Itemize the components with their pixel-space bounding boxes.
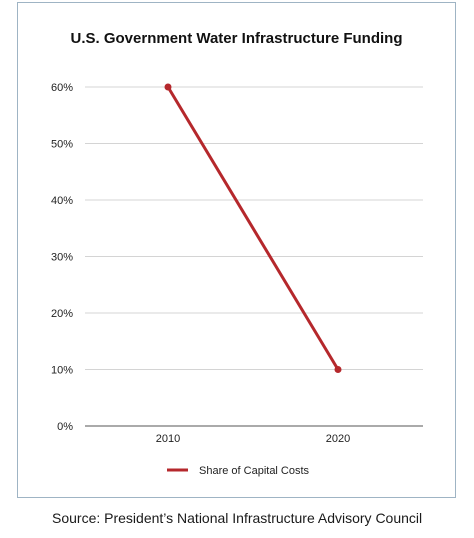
- y-tick-label: 40%: [51, 195, 73, 207]
- source-note: Source: President’s National Infrastruct…: [52, 510, 423, 526]
- y-tick-label: 20%: [51, 308, 73, 320]
- y-tick-label: 50%: [51, 139, 73, 151]
- chart-frame: [17, 2, 456, 498]
- x-tick-label: 2020: [326, 433, 350, 445]
- y-tick-label: 60%: [51, 82, 73, 94]
- legend-label: Share of Capital Costs: [199, 465, 310, 477]
- data-point: [334, 366, 342, 373]
- y-tick-label: 30%: [51, 252, 73, 264]
- series-line: [166, 86, 340, 371]
- data-point: [164, 83, 172, 91]
- y-tick-label: 10%: [51, 365, 73, 377]
- x-tick-label: 2010: [156, 433, 180, 445]
- y-tick-label: 0%: [57, 421, 73, 433]
- chart-title: U.S. Government Water Infrastructure Fun…: [70, 30, 403, 47]
